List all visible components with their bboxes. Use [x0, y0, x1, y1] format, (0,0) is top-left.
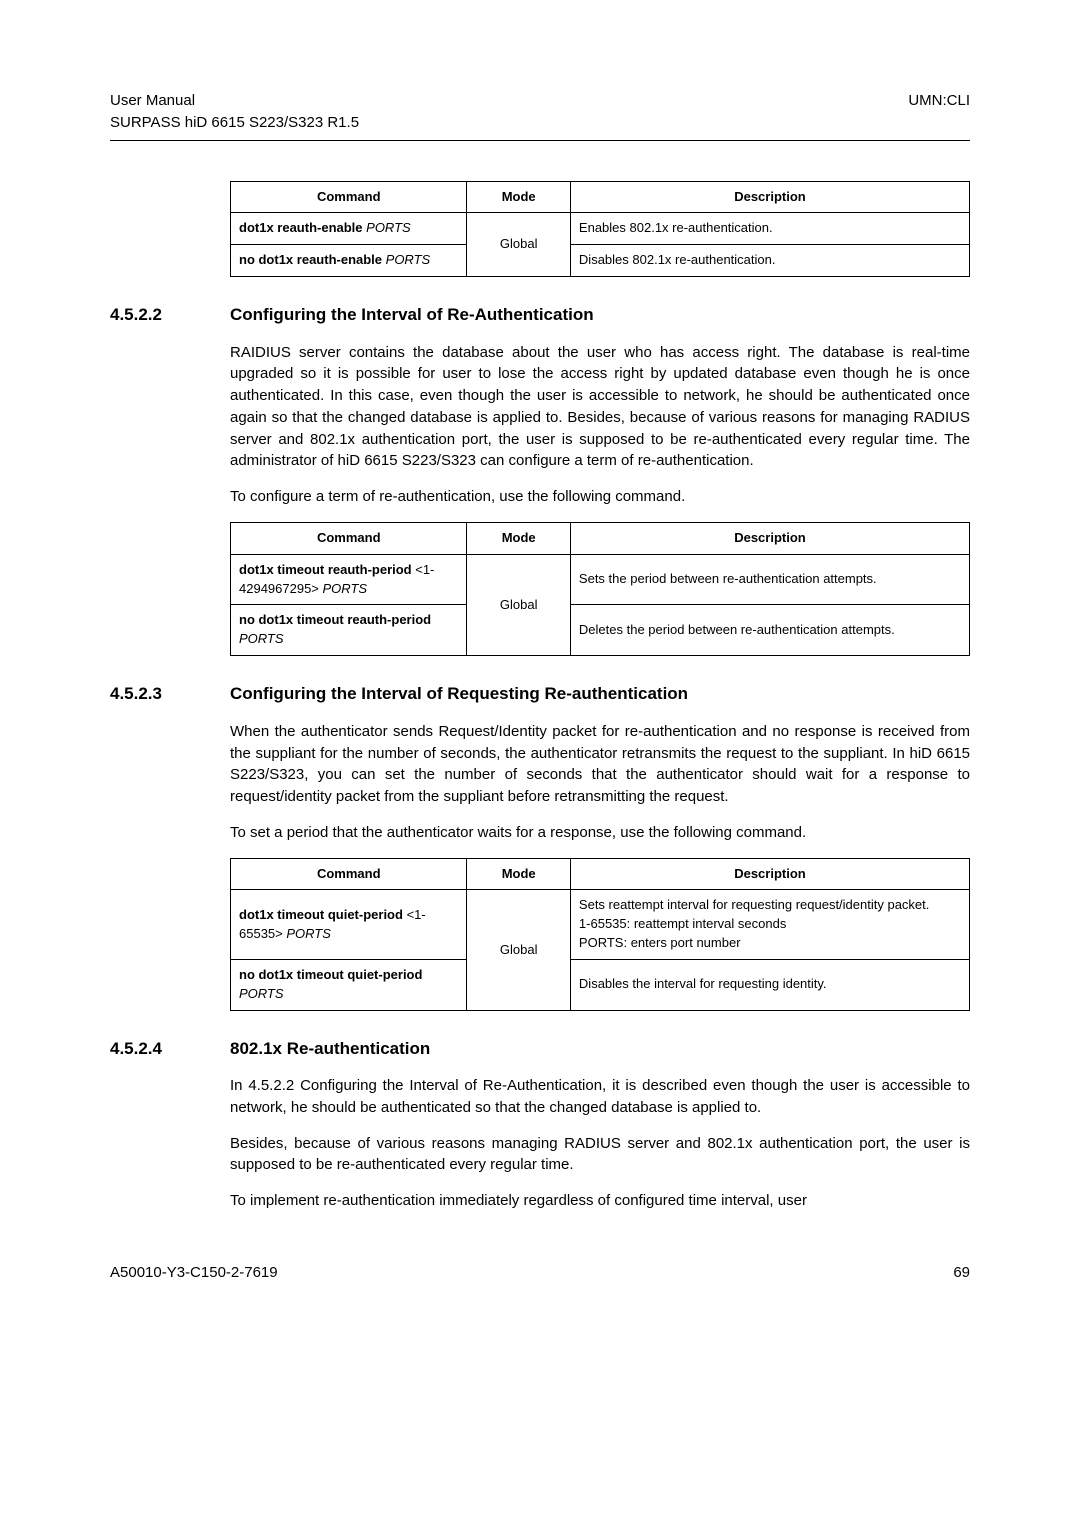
cell-description: Sets the period between re-authenticatio… [570, 554, 969, 605]
cmd-bold: dot1x reauth-enable [239, 220, 363, 235]
section-title: Configuring the Interval of Re-Authentic… [230, 303, 594, 328]
table-row: dot1x timeout quiet-period <1-65535> POR… [231, 890, 970, 960]
header-right: UMN:CLI [908, 90, 970, 134]
cmd-bold: no dot1x timeout quiet-period [239, 967, 422, 982]
th-command: Command [231, 181, 467, 213]
header-left: User Manual SURPASS hiD 6615 S223/S323 R… [110, 90, 359, 134]
cell-command: dot1x reauth-enable PORTS [231, 213, 467, 245]
section-heading-4524: 4.5.2.4 802.1x Re-authentication [110, 1037, 970, 1062]
cell-description: Enables 802.1x re-authentication. [570, 213, 969, 245]
cell-description: Deletes the period between re-authentica… [570, 605, 969, 656]
cmd-bold: dot1x timeout reauth-period [239, 562, 412, 577]
cell-description: Sets reattempt interval for requesting r… [570, 890, 969, 960]
cell-description: Disables 802.1x re-authentication. [570, 245, 969, 277]
table-row: dot1x reauth-enable PORTS Global Enables… [231, 213, 970, 245]
th-mode: Mode [467, 522, 570, 554]
section-body-4524: In 4.5.2.2 Configuring the Interval of R… [230, 1075, 970, 1212]
section-heading-4523: 4.5.2.3 Configuring the Interval of Requ… [110, 682, 970, 707]
cmd-italic: PORTS [323, 581, 368, 596]
paragraph: To configure a term of re-authentication… [230, 486, 970, 508]
table-header-row: Command Mode Description [231, 522, 970, 554]
cmd-bold: no dot1x reauth-enable [239, 252, 382, 267]
cell-mode: Global [467, 554, 570, 655]
page-footer: A50010-Y3-C150-2-7619 69 [110, 1262, 970, 1284]
th-command: Command [231, 522, 467, 554]
paragraph: In 4.5.2.2 Configuring the Interval of R… [230, 1075, 970, 1119]
cell-command: dot1x timeout reauth-period <1-429496729… [231, 554, 467, 605]
cmd-bold: dot1x timeout quiet-period [239, 907, 403, 922]
page-header: User Manual SURPASS hiD 6615 S223/S323 R… [110, 90, 970, 134]
content-area: Command Mode Description dot1x reauth-en… [230, 181, 970, 278]
paragraph: RAIDIUS server contains the database abo… [230, 342, 970, 473]
table-row: no dot1x reauth-enable PORTS Disables 80… [231, 245, 970, 277]
th-mode: Mode [467, 181, 570, 213]
footer-left: A50010-Y3-C150-2-7619 [110, 1262, 278, 1284]
table-row: no dot1x timeout reauth-period PORTS Del… [231, 605, 970, 656]
cmd-bold: no dot1x timeout reauth-period [239, 612, 431, 627]
table-header-row: Command Mode Description [231, 181, 970, 213]
table-row: dot1x timeout reauth-period <1-429496729… [231, 554, 970, 605]
paragraph: Besides, because of various reasons mana… [230, 1133, 970, 1177]
paragraph: To set a period that the authenticator w… [230, 822, 970, 844]
cmd-italic: PORTS [286, 926, 331, 941]
cmd-italic: PORTS [239, 986, 284, 1001]
section-number: 4.5.2.2 [110, 303, 200, 328]
desc-line: PORTS: enters port number [579, 934, 961, 953]
header-left-line1: User Manual [110, 90, 359, 112]
cell-command: dot1x timeout quiet-period <1-65535> POR… [231, 890, 467, 960]
cell-command: no dot1x timeout quiet-period PORTS [231, 959, 467, 1010]
section-body-4523: When the authenticator sends Request/Ide… [230, 721, 970, 1011]
section-number: 4.5.2.3 [110, 682, 200, 707]
header-rule [110, 140, 970, 141]
footer-right: 69 [953, 1262, 970, 1284]
cell-command: no dot1x timeout reauth-period PORTS [231, 605, 467, 656]
th-description: Description [570, 181, 969, 213]
paragraph: When the authenticator sends Request/Ide… [230, 721, 970, 808]
th-description: Description [570, 522, 969, 554]
table-quiet-period: Command Mode Description dot1x timeout q… [230, 858, 970, 1011]
cmd-italic: PORTS [382, 252, 430, 267]
desc-line: 1-65535: reattempt interval seconds [579, 915, 961, 934]
table-header-row: Command Mode Description [231, 858, 970, 890]
header-left-line2: SURPASS hiD 6615 S223/S323 R1.5 [110, 112, 359, 134]
desc-line: Sets reattempt interval for requesting r… [579, 896, 961, 915]
section-heading-4522: 4.5.2.2 Configuring the Interval of Re-A… [110, 303, 970, 328]
section-number: 4.5.2.4 [110, 1037, 200, 1062]
section-body-4522: RAIDIUS server contains the database abo… [230, 342, 970, 656]
cmd-italic: PORTS [239, 631, 284, 646]
table-reauth-period: Command Mode Description dot1x timeout r… [230, 522, 970, 656]
section-title: Configuring the Interval of Requesting R… [230, 682, 688, 707]
cell-command: no dot1x reauth-enable PORTS [231, 245, 467, 277]
th-mode: Mode [467, 858, 570, 890]
cell-mode: Global [467, 890, 570, 1010]
section-title: 802.1x Re-authentication [230, 1037, 430, 1062]
table-reauth-enable: Command Mode Description dot1x reauth-en… [230, 181, 970, 278]
th-command: Command [231, 858, 467, 890]
cmd-italic: PORTS [363, 220, 411, 235]
paragraph: To implement re-authentication immediate… [230, 1190, 970, 1212]
cell-mode: Global [467, 213, 570, 277]
cell-description: Disables the interval for requesting ide… [570, 959, 969, 1010]
th-description: Description [570, 858, 969, 890]
table-row: no dot1x timeout quiet-period PORTS Disa… [231, 959, 970, 1010]
